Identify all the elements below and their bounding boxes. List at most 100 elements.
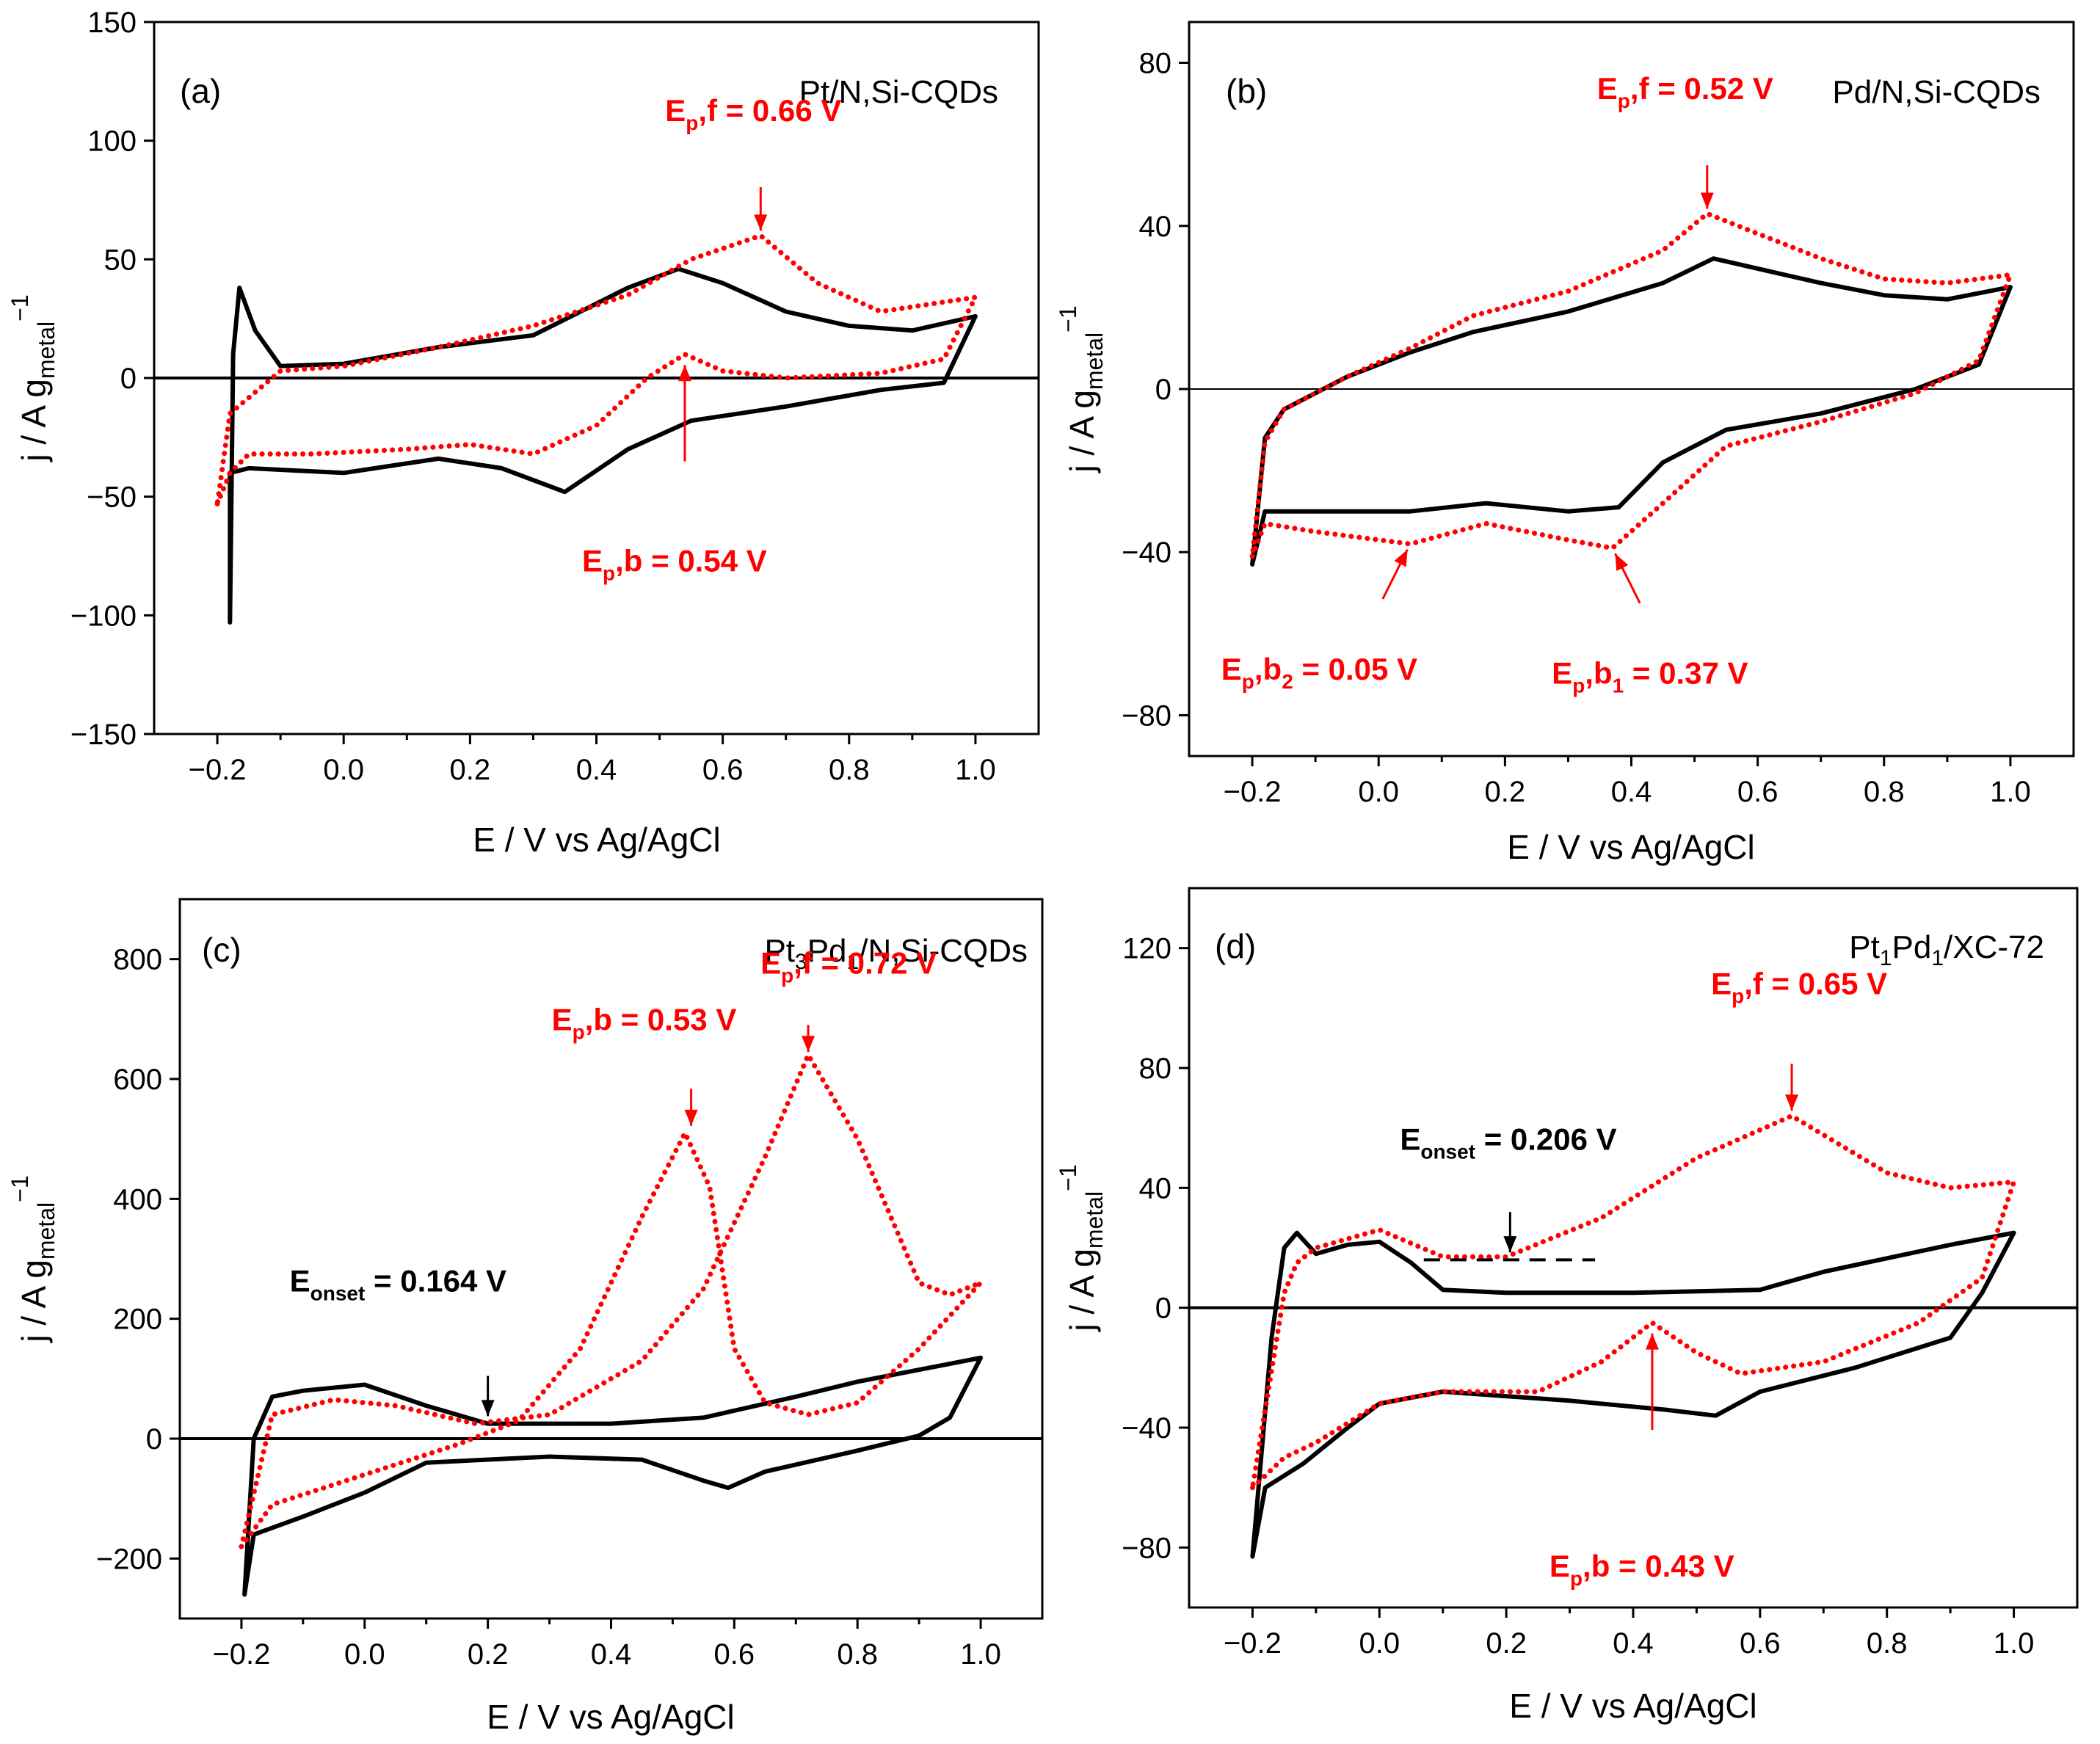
panel-a-annotations: Ep,f = 0.66 V Ep,b = 0.54 V: [582, 93, 841, 585]
red-dotted-cv-curve: [1249, 211, 2013, 559]
x-tick-label: 0.2: [450, 754, 491, 786]
black-solid-cv-curve: [242, 1355, 984, 1597]
panel-a-plot: [214, 233, 978, 625]
peak-annotation-label: Ep,b = 0.43 V: [1549, 1549, 1734, 1590]
y-label-sup: −1: [1055, 305, 1081, 332]
y-tick-label: 0: [120, 363, 137, 395]
title-rest: /N,Si-CQDs: [859, 933, 1028, 969]
panel-c-x-label: E / V vs Ag/AgCl: [487, 1698, 734, 1736]
y-label-sub: metal: [33, 321, 59, 379]
y-tick-label: 40: [1139, 1172, 1172, 1205]
peak-annotation-label: Ep,b1 = 0.37 V: [1552, 656, 1748, 697]
red-dotted-cv-curve: [214, 233, 978, 506]
panel-d-tag: (d): [1215, 927, 1256, 965]
panel-a-y-ticks: −150 −100 −50 0 50 100 150: [70, 7, 154, 751]
annotation-arrowhead: [802, 1036, 815, 1053]
x-tick-label: 0.0: [1359, 1627, 1400, 1660]
x-tick-label: 1.0: [1990, 776, 2031, 808]
panel-c: (c) Pt3Pd1/N,Si-CQDs −0.2 0.0 0.2 0.4 0.6 0.8…: [7, 898, 1044, 1736]
y-tick-label: −40: [1122, 537, 1171, 569]
y-label-main: j / A g: [1063, 1249, 1101, 1333]
panel-a-sample-label: Pt/N,Si-CQDs: [799, 74, 998, 110]
annotation-arrowhead: [1700, 192, 1714, 209]
panel-a-x-label: E / V vs Ag/AgCl: [473, 821, 720, 859]
y-tick-label: 0: [146, 1423, 162, 1456]
title-pt-sub: 1: [1880, 946, 1892, 970]
panel-d-y-ticks: −80 −40 0 40 80 120: [1122, 933, 1189, 1564]
black-solid-cv-curve: [1250, 256, 2013, 567]
title-pd: Pd: [807, 933, 847, 969]
y-label-sub: metal: [33, 1202, 59, 1260]
y-tick-label: 150: [87, 7, 137, 39]
title-pd-sub: 1: [847, 950, 860, 974]
panel-b-x-ticks: −0.2 0.0 0.2 0.4 0.6 0.8 1.0: [1224, 756, 2031, 808]
x-tick-label: 0.2: [1486, 1627, 1527, 1660]
x-tick-label: 0.6: [1740, 1627, 1781, 1660]
y-tick-label: 400: [113, 1183, 162, 1216]
x-tick-label: 0.8: [1864, 776, 1905, 808]
x-tick-label: 0.0: [344, 1638, 385, 1671]
annotation-arrowhead: [678, 365, 691, 382]
y-tick-label: −50: [87, 482, 137, 514]
title-pt-sub: 3: [795, 950, 807, 974]
x-tick-label: 0.4: [1613, 1627, 1654, 1660]
panel-d-x-label: E / V vs Ag/AgCl: [1509, 1687, 1756, 1725]
panel-c-sample-label: Pt3Pd1/N,Si-CQDs: [764, 933, 1028, 974]
black-solid-cv-curve: [228, 266, 978, 625]
y-tick-label: 800: [113, 944, 162, 976]
x-tick-label: 1.0: [955, 754, 996, 786]
title-rest: /XC-72: [1944, 929, 2044, 965]
peak-annotation-label: Ep,b = 0.53 V: [552, 1002, 737, 1043]
x-tick-label: −0.2: [1224, 776, 1282, 808]
y-label-main: j / A g: [15, 1260, 53, 1344]
panel-d: (d) Pt1Pd1/XC-72 −0.2 0.0 0.2 0.4 0.6 0.8 1.0 …: [1055, 887, 2079, 1725]
x-tick-label: 0.4: [1611, 776, 1652, 808]
x-tick-label: 0.2: [1485, 776, 1526, 808]
panel-d-annotations: Ep,f = 0.65 V Ep,b = 0.43 V Eonset = 0.206…: [1400, 966, 1887, 1590]
peak-annotation-label: Ep,f = 0.72 V: [760, 945, 937, 987]
y-tick-label: 50: [104, 244, 137, 276]
panel-b-x-label: E / V vs Ag/AgCl: [1507, 828, 1754, 866]
annotation-arrowhead: [754, 214, 768, 231]
y-label-main: j / A g: [1063, 390, 1101, 474]
annotation-arrowhead: [1645, 1333, 1659, 1350]
panel-b-sample-label: Pd/N,Si-CQDs: [1832, 74, 2041, 110]
annotation-arrowhead: [481, 1400, 495, 1417]
x-tick-label: −0.2: [189, 754, 247, 786]
peak-annotation-label: Ep,f = 0.66 V: [665, 93, 841, 134]
x-tick-label: 0.8: [1867, 1627, 1908, 1660]
peak-annotation-label: Ep,f = 0.52 V: [1597, 71, 1773, 112]
panel-d-x-ticks: −0.2 0.0 0.2 0.4 0.6 0.8 1.0: [1224, 1607, 2034, 1660]
peak-annotation-label: Ep,b = 0.54 V: [582, 544, 767, 585]
y-label-sub: metal: [1081, 1191, 1108, 1249]
y-label-sub: metal: [1081, 333, 1108, 390]
y-tick-label: 600: [113, 1064, 162, 1096]
y-tick-label: −40: [1122, 1412, 1171, 1445]
x-tick-label: −0.2: [1224, 1627, 1282, 1660]
annotation-arrowhead: [1615, 553, 1629, 571]
peak-annotation-label: Ep,b2 = 0.05 V: [1221, 652, 1417, 693]
panel-a: (a) Pt/N,Si-CQDs −0.2 0.0 0.2 0.4 0.6 0.8 1.0 …: [7, 7, 1040, 859]
y-label-sup: −1: [7, 294, 33, 321]
y-tick-label: −80: [1122, 1532, 1171, 1564]
annotation-arrowhead: [1503, 1236, 1517, 1253]
panel-c-y-label: j / A gmetal−1: [7, 1175, 59, 1343]
y-tick-label: −150: [70, 719, 137, 751]
panel-c-x-ticks: −0.2 0.0 0.2 0.4 0.6 0.8 1.0: [212, 1618, 1001, 1671]
panel-b-y-label: j / A gmetal−1: [1055, 305, 1108, 473]
title-pd: Pd: [1892, 929, 1932, 965]
x-tick-label: 0.0: [1358, 776, 1399, 808]
x-tick-label: 0.4: [591, 1638, 632, 1671]
panel-b-tag: (b): [1226, 72, 1267, 110]
y-label-main: j / A g: [15, 379, 53, 463]
x-tick-label: 0.0: [323, 754, 364, 786]
panel-b-annotations: Ep,f = 0.52 V Ep,b2 = 0.05 V Ep,b1 = 0.37 …: [1221, 71, 1773, 697]
x-tick-label: 0.4: [576, 754, 617, 786]
annotation-arrowhead: [1785, 1094, 1799, 1111]
peak-annotation-label: Eonset = 0.206 V: [1400, 1122, 1616, 1163]
title-pd-sub: 1: [1931, 946, 1944, 970]
panel-a-tag: (a): [180, 72, 221, 110]
panel-d-sample-label: Pt1Pd1/XC-72: [1849, 929, 2044, 970]
y-tick-label: −200: [96, 1543, 162, 1575]
y-label-sup: −1: [7, 1175, 33, 1202]
